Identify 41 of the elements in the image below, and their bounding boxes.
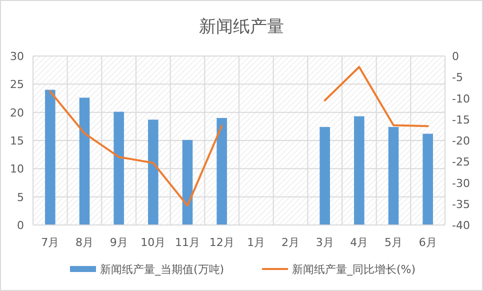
y-tick-label: 30 xyxy=(10,50,24,63)
x-tick-label: 12月 xyxy=(209,236,234,249)
bar xyxy=(148,120,158,225)
bar xyxy=(45,90,56,225)
y2-tick-label: 0 xyxy=(452,50,459,63)
x-tick-label: 6月 xyxy=(418,236,437,249)
bar xyxy=(216,118,227,225)
bar xyxy=(320,126,330,225)
chart-title: 新闻纸产量 xyxy=(199,17,284,37)
x-tick-label: 3月 xyxy=(316,236,334,249)
x-tick-label: 2月 xyxy=(282,236,300,249)
y-tick-label: 0 xyxy=(17,219,24,232)
bar xyxy=(182,140,193,225)
x-tick-label: 5月 xyxy=(384,236,402,249)
y2-tick-label: -40 xyxy=(452,219,470,232)
bar xyxy=(388,126,399,225)
legend-label: 新闻纸产量_当期值(万吨) xyxy=(100,263,224,276)
x-tick-label: 7月 xyxy=(41,236,60,249)
x-tick-label: 10月 xyxy=(140,236,166,249)
y2-tick-label: -5 xyxy=(452,71,463,84)
y-tick-label: 10 xyxy=(10,162,24,176)
y-tick-label: 5 xyxy=(17,190,24,204)
y-tick-label: 20 xyxy=(10,106,24,120)
y2-tick-label: -35 xyxy=(452,198,470,211)
x-tick-label: 11月 xyxy=(175,236,200,249)
bar xyxy=(114,112,124,225)
x-tick-label: 8月 xyxy=(76,236,94,249)
legend-label: 新闻纸产量_同比增长(%) xyxy=(292,263,416,276)
x-tick-label: 1月 xyxy=(247,236,266,249)
x-tick-label: 4月 xyxy=(350,236,368,249)
y2-tick-label: -20 xyxy=(452,134,470,148)
x-tick-label: 9月 xyxy=(110,236,128,249)
y2-tick-label: -30 xyxy=(452,176,470,190)
y2-tick-label: -10 xyxy=(452,92,470,106)
bar xyxy=(354,116,364,225)
bar xyxy=(79,98,90,225)
y-tick-label: 15 xyxy=(10,134,24,148)
y2-tick-label: -25 xyxy=(452,156,470,169)
bar xyxy=(422,134,433,225)
y-tick-label: 25 xyxy=(10,78,24,92)
y2-tick-label: -15 xyxy=(452,113,470,126)
